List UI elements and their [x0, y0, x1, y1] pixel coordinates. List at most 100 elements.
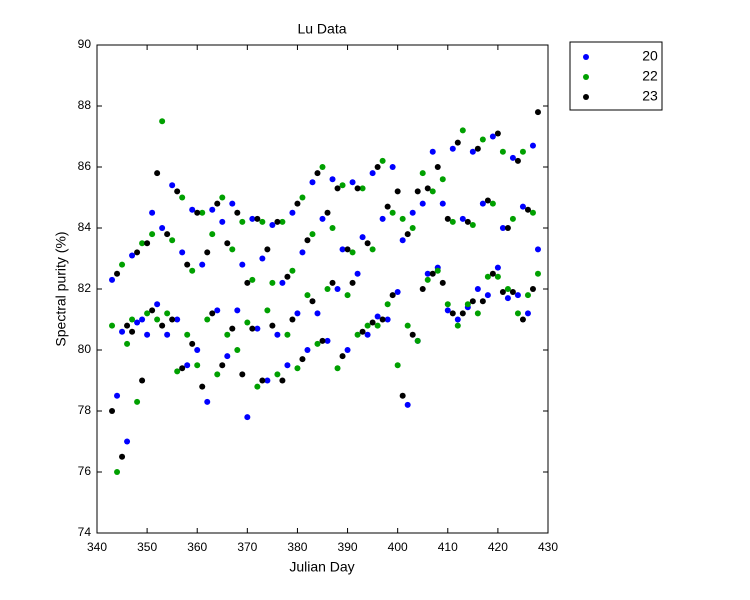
- scatter-point: [434, 164, 441, 170]
- x-tick-label: 430: [538, 540, 558, 554]
- scatter-point: [139, 377, 146, 384]
- scatter-point: [184, 362, 191, 369]
- scatter-point: [219, 194, 226, 201]
- scatter-point: [324, 337, 331, 344]
- scatter-point: [284, 273, 291, 280]
- y-tick-label: 84: [78, 220, 92, 234]
- scatter-point: [394, 362, 401, 369]
- scatter-point: [349, 279, 356, 286]
- scatter-point: [139, 240, 146, 247]
- scatter-point: [344, 246, 351, 253]
- scatter-point: [189, 267, 196, 274]
- scatter-point: [419, 200, 426, 207]
- scatter-point: [354, 270, 361, 277]
- scatter-point: [239, 261, 246, 268]
- scatter-point: [204, 316, 211, 323]
- scatter-point: [494, 130, 501, 137]
- chart-title: Lu Data: [297, 21, 346, 37]
- scatter-point: [509, 289, 516, 296]
- scatter-point: [359, 185, 366, 192]
- scatter-point: [209, 310, 216, 317]
- scatter-point: [364, 240, 371, 247]
- scatter-point: [374, 164, 381, 170]
- scatter-point: [339, 246, 346, 253]
- scatter-point: [409, 225, 416, 231]
- scatter-point: [414, 188, 421, 195]
- x-tick-label: 390: [338, 540, 358, 554]
- y-tick-label: 88: [78, 98, 92, 112]
- scatter-point: [289, 316, 296, 323]
- scatter-point: [479, 136, 486, 143]
- scatter-point: [464, 218, 471, 225]
- scatter-point: [134, 249, 141, 256]
- scatter-point: [519, 203, 526, 210]
- scatter-point: [529, 142, 536, 149]
- scatter-point: [224, 240, 231, 247]
- scatter-point: [444, 215, 451, 222]
- y-tick-label: 80: [78, 342, 92, 356]
- scatter-point: [334, 286, 341, 292]
- scatter-point: [289, 267, 296, 274]
- scatter-point: [419, 170, 426, 177]
- scatter-point: [369, 170, 376, 177]
- scatter-point: [219, 218, 226, 225]
- scatter-point: [439, 200, 446, 207]
- scatter-point: [229, 246, 236, 253]
- scatter-point: [454, 322, 461, 329]
- scatter-point: [384, 203, 391, 210]
- scatter-point: [339, 182, 346, 189]
- scatter-point: [329, 279, 336, 286]
- scatter-point: [169, 316, 176, 323]
- scatter-point: [214, 371, 221, 378]
- scatter-point: [154, 170, 161, 177]
- legend-marker: [583, 94, 589, 100]
- scatter-point: [364, 322, 371, 329]
- scatter-point: [279, 279, 286, 286]
- scatter-point: [194, 209, 201, 216]
- scatter-point: [279, 218, 286, 225]
- x-tick-label: 370: [237, 540, 257, 554]
- scatter-point: [309, 231, 316, 238]
- scatter-point: [109, 322, 116, 329]
- scatter-point: [529, 286, 536, 292]
- scatter-point: [149, 209, 156, 216]
- scatter-point: [314, 340, 321, 347]
- scatter-point: [184, 261, 191, 268]
- scatter-point: [329, 225, 336, 231]
- legend-label: 23: [642, 88, 658, 104]
- scatter-point: [424, 270, 431, 277]
- scatter-point: [364, 331, 371, 338]
- scatter-point: [474, 286, 481, 292]
- scatter-point: [244, 414, 251, 421]
- scatter-point: [129, 252, 136, 259]
- scatter-point: [534, 270, 541, 277]
- scatter-point: [409, 331, 416, 338]
- scatter-point: [499, 225, 506, 231]
- scatter-point: [344, 347, 351, 353]
- scatter-point: [294, 365, 301, 372]
- scatter-point: [109, 276, 116, 283]
- scatter-point: [224, 353, 231, 360]
- scatter-point: [534, 246, 541, 253]
- scatter-point: [224, 331, 231, 338]
- scatter-point: [499, 289, 506, 296]
- scatter-point: [119, 261, 126, 268]
- scatter-point: [214, 307, 221, 314]
- x-tick-label: 380: [287, 540, 307, 554]
- scatter-point: [189, 206, 196, 213]
- scatter-point: [399, 392, 406, 399]
- y-tick-label: 82: [78, 281, 92, 295]
- scatter-point: [324, 286, 331, 292]
- scatter-point: [109, 408, 116, 414]
- scatter-point: [164, 231, 171, 238]
- scatter-point: [359, 234, 366, 241]
- scatter-point: [519, 148, 526, 155]
- scatter-point: [354, 185, 361, 192]
- scatter-point: [504, 295, 511, 302]
- scatter-point: [149, 307, 156, 314]
- scatter-point: [239, 371, 246, 378]
- scatter-point: [164, 331, 171, 338]
- x-tick-label: 350: [137, 540, 157, 554]
- scatter-point: [444, 301, 451, 308]
